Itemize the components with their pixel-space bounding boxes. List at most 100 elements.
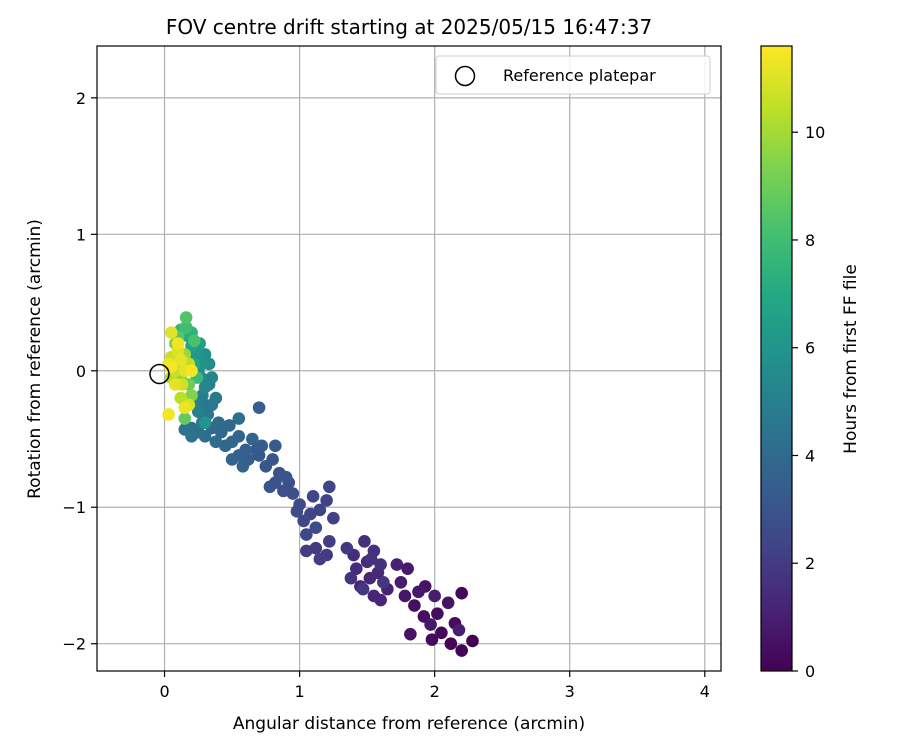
- data-point: [313, 503, 327, 517]
- data-point: [374, 558, 387, 571]
- colorbar-gradient: [760, 45, 793, 672]
- data-point: [364, 552, 378, 566]
- data-point: [313, 552, 327, 566]
- data-point: [277, 484, 290, 498]
- data-point: [179, 311, 193, 324]
- data-point: [164, 326, 178, 339]
- data-point: [401, 562, 414, 575]
- data-point: [198, 380, 212, 394]
- data-point: [185, 429, 198, 443]
- data-point: [268, 439, 282, 453]
- data-point: [236, 460, 250, 473]
- x-axis-ticks: 0 1 2 3 4: [159, 671, 710, 701]
- data-point: [225, 453, 239, 466]
- x-axis-label: Angular distance from reference (arcmin): [233, 714, 585, 734]
- data-point: [178, 401, 192, 414]
- data-point: [255, 439, 269, 453]
- data-point: [214, 425, 228, 439]
- colorbar-label: Hours from first FF file: [841, 264, 861, 454]
- data-point: [185, 364, 198, 378]
- y-tick-label: −2: [62, 635, 86, 654]
- reference-platepar-marker: [149, 363, 170, 385]
- colorbar-tick-label: 10: [805, 123, 825, 142]
- x-tick-label: 3: [565, 682, 575, 701]
- data-point: [356, 582, 370, 596]
- legend: Reference platepar: [435, 55, 711, 95]
- data-point: [398, 589, 412, 603]
- data-point: [300, 528, 313, 541]
- data-point: [191, 405, 205, 419]
- data-point: [309, 521, 323, 535]
- data-point: [344, 571, 358, 585]
- plot-frame: [96, 45, 722, 672]
- y-tick-label: −1: [62, 498, 86, 517]
- x-tick-label: 0: [159, 682, 169, 701]
- data-point: [444, 637, 458, 651]
- data-point: [178, 412, 192, 425]
- colorbar-ticks: 0 2 4 6 8 10: [792, 123, 825, 681]
- data-point: [425, 633, 439, 646]
- legend-box: [435, 55, 711, 95]
- data-point: [435, 626, 448, 640]
- data-point: [171, 337, 185, 350]
- data-point: [297, 514, 310, 528]
- data-point: [246, 432, 259, 446]
- data-points: [162, 311, 479, 657]
- y-tick-label: 1: [76, 225, 86, 244]
- data-point: [377, 575, 390, 589]
- data-point: [320, 494, 333, 507]
- data-point: [300, 544, 313, 558]
- data-point: [455, 586, 468, 600]
- data-point: [219, 439, 232, 453]
- data-point: [162, 408, 175, 421]
- data-point: [209, 435, 223, 449]
- data-point: [205, 371, 219, 384]
- data-point: [390, 558, 404, 571]
- data-point: [394, 575, 408, 589]
- x-tick-label: 4: [700, 682, 710, 701]
- data-point: [323, 480, 336, 494]
- data-point: [455, 644, 468, 657]
- data-point: [164, 360, 178, 373]
- data-point: [174, 353, 188, 367]
- x-tick-label: 1: [295, 682, 305, 701]
- data-point: [286, 487, 300, 500]
- colorbar: 0 2 4 6 8 10 Hours from first FF file: [760, 45, 861, 681]
- data-point: [306, 490, 320, 503]
- data-point: [340, 541, 354, 555]
- data-point: [327, 511, 340, 525]
- colorbar-tick-label: 0: [805, 662, 815, 681]
- data-point: [408, 599, 421, 612]
- colorbar-tick-label: 8: [805, 231, 815, 250]
- data-point: [259, 460, 273, 473]
- y-axis-ticks: −2 −1 0 1 2: [62, 89, 97, 654]
- data-point: [209, 391, 223, 405]
- data-point: [198, 416, 212, 429]
- data-point: [290, 505, 304, 518]
- data-point: [232, 412, 246, 425]
- data-point: [374, 593, 387, 607]
- data-point: [350, 562, 363, 575]
- y-tick-label: 0: [76, 362, 86, 381]
- data-point: [358, 535, 371, 548]
- data-point: [441, 596, 455, 610]
- chart-title: FOV centre drift starting at 2025/05/15 …: [166, 15, 652, 39]
- data-point: [428, 589, 441, 603]
- legend-label: Reference platepar: [503, 66, 656, 85]
- data-point: [431, 607, 444, 620]
- data-point: [263, 480, 277, 494]
- data-point: [404, 627, 417, 641]
- data-point: [185, 389, 198, 402]
- y-tick-label: 2: [76, 89, 86, 108]
- data-point: [466, 634, 479, 648]
- data-point: [187, 334, 201, 348]
- y-axis-label: Rotation from reference (arcmin): [25, 219, 45, 499]
- x-tick-label: 2: [430, 682, 440, 701]
- data-point: [323, 535, 336, 548]
- colorbar-tick-label: 4: [805, 446, 815, 465]
- data-point: [179, 320, 193, 334]
- data-point: [424, 618, 437, 631]
- data-point: [252, 401, 266, 414]
- data-point: [452, 623, 466, 637]
